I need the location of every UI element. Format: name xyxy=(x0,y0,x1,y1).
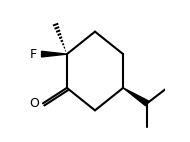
Polygon shape xyxy=(42,51,67,57)
Text: O: O xyxy=(30,97,40,110)
Text: F: F xyxy=(30,48,37,61)
Polygon shape xyxy=(123,88,149,106)
